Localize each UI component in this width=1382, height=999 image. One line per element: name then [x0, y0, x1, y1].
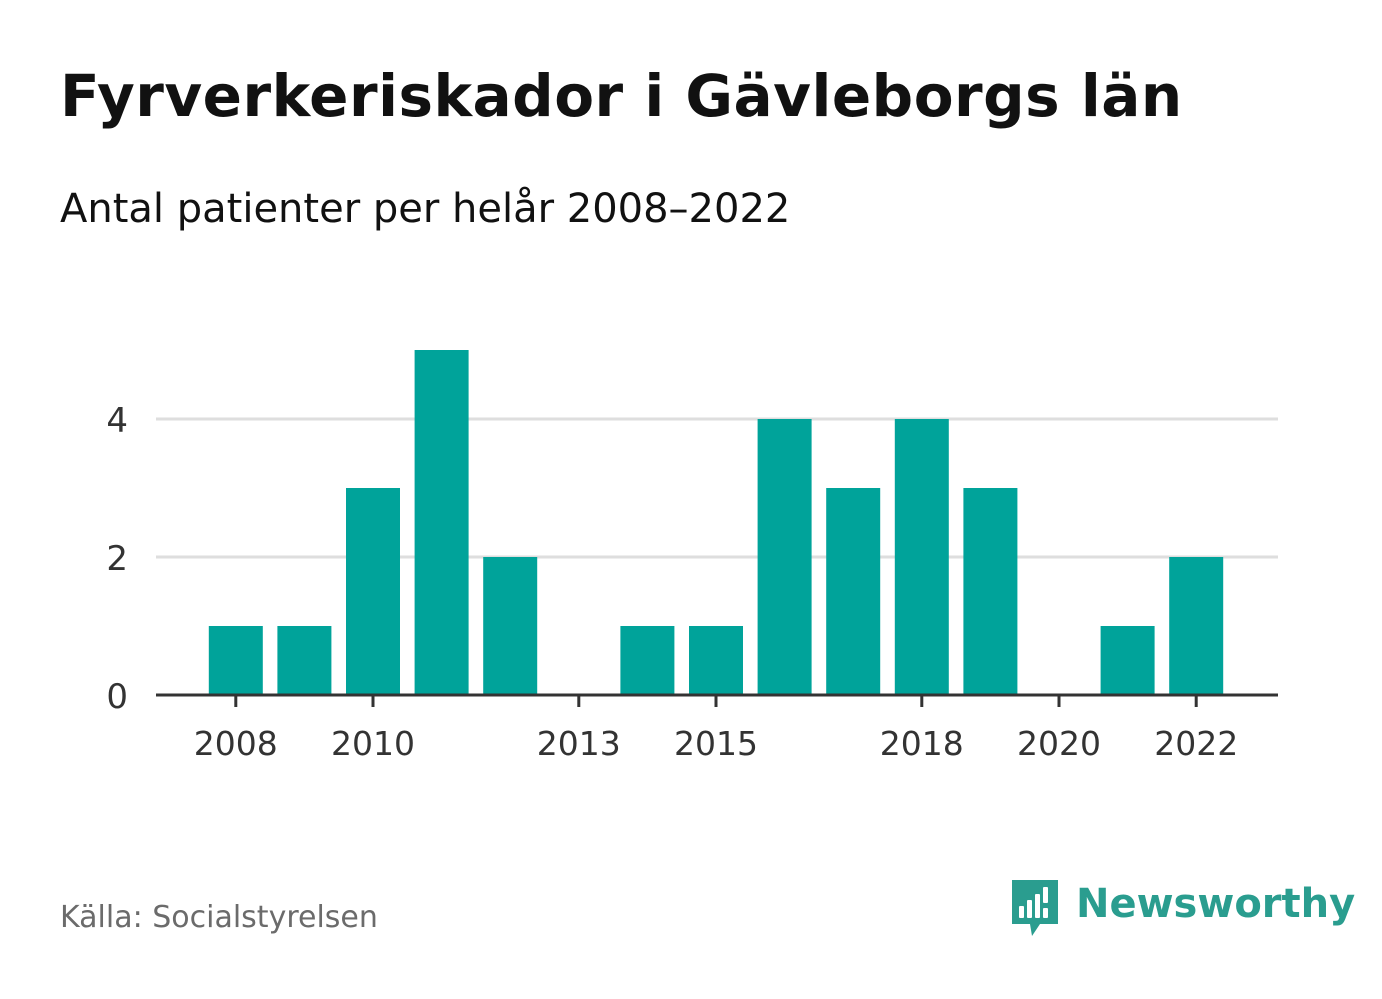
chart-title: Fyrverkeriskador i Gävleborgs län	[60, 62, 1183, 130]
bar-2015	[689, 626, 743, 695]
bar-2017	[826, 488, 881, 695]
x-tick-label: 2008	[194, 724, 278, 763]
x-tick-label: 2010	[331, 724, 415, 763]
y-tick-label: 0	[106, 677, 128, 717]
bar-2008	[208, 626, 263, 695]
bar-2012	[483, 557, 538, 695]
axes	[156, 693, 1278, 707]
grid-lines	[156, 417, 1278, 559]
brand-name: Newsworthy	[1076, 881, 1356, 927]
bars	[208, 350, 1224, 695]
bar-2009	[277, 626, 332, 695]
x-tick-label: 2020	[1017, 724, 1101, 763]
x-tick-label: 2022	[1154, 724, 1238, 763]
y-tick-label: 2	[106, 539, 128, 579]
bar-chart-speech-bubble-icon	[1012, 880, 1058, 936]
x-tick-label: 2018	[880, 724, 964, 763]
x-tick-label: 2013	[537, 724, 621, 763]
source-note: Källa: Socialstyrelsen	[60, 900, 378, 935]
bar-2010	[346, 488, 400, 695]
x-tick-label: 2015	[674, 724, 758, 763]
bar-2022	[1169, 557, 1224, 695]
y-tick-label: 4	[106, 401, 128, 441]
brand-logo-block: Newsworthy	[1010, 878, 1355, 940]
tick-labels: 0 2 4 2008 2010 2013 2015 2018 2020 2022	[106, 401, 1238, 763]
bar-2019	[963, 488, 1018, 695]
bar-chart: 0 2 4 2008 2010 2013 2015 2018 2020 2022	[106, 350, 1278, 763]
bar-2018	[894, 419, 949, 695]
bar-2016	[757, 419, 812, 695]
bar-2021	[1100, 626, 1155, 695]
chart-subtitle: Antal patienter per helår 2008–2022	[60, 186, 791, 232]
bar-2014	[620, 626, 675, 695]
bar-2011	[414, 350, 469, 695]
